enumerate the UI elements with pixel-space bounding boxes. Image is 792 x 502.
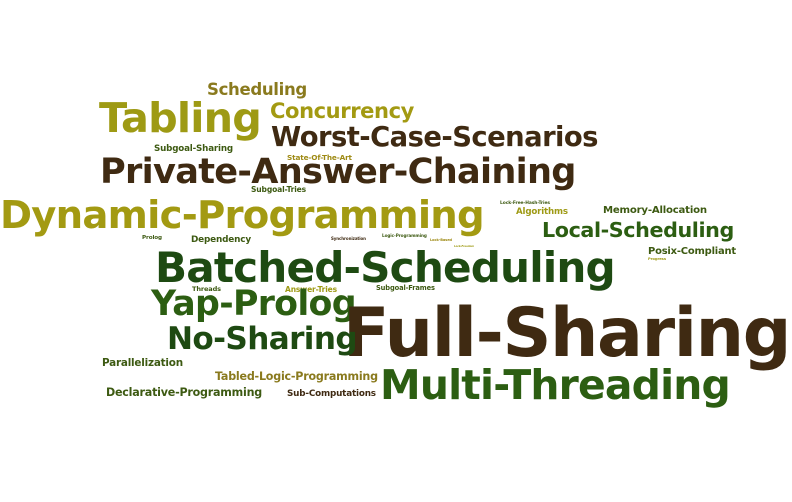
word-state-of-the-art: State-Of-The-Art	[287, 153, 352, 162]
word-progress: Progress	[648, 257, 666, 261]
word-algorithms: Algorithms	[516, 207, 568, 217]
word-logic-programming: Logic-Programming	[382, 233, 427, 238]
word-private-answer-chaining: Private-Answer-Chaining	[100, 151, 576, 192]
word-dependency: Dependency	[191, 235, 251, 245]
word-prolog: Prolog	[142, 235, 162, 241]
word-no-sharing: No-Sharing	[167, 321, 358, 357]
word-parallelization: Parallelization	[102, 357, 183, 369]
word-full-sharing: Full-Sharing	[343, 294, 791, 373]
word-posix-compliant: Posix-Compliant	[648, 246, 736, 257]
word-lock-based: Lock-Based	[430, 238, 452, 242]
word-batched-scheduling: Batched-Scheduling	[155, 243, 616, 292]
word-sub-computations: Sub-Computations	[287, 389, 376, 399]
word-scheduling: Scheduling	[207, 80, 307, 99]
word-concurrency: Concurrency	[270, 98, 414, 123]
word-threads: Threads	[192, 285, 221, 293]
word-subgoal-sharing: Subgoal-Sharing	[154, 144, 233, 154]
word-local-scheduling: Local-Scheduling	[542, 218, 734, 242]
word-subgoal-frames: Subgoal-Frames	[376, 284, 435, 292]
word-subgoal-tries: Subgoal-Tries	[251, 185, 307, 194]
word-synchronization: Synchronization	[331, 236, 366, 241]
word-dynamic-programming: Dynamic-Programming	[0, 193, 485, 238]
word-tabling: Tabling	[99, 94, 262, 142]
word-lock-free-hash-tries: Lock-Free-Hash-Tries	[500, 201, 550, 206]
word-declarative-programming: Declarative-Programming	[106, 386, 263, 399]
word-answer-tries: Answer-Tries	[285, 285, 337, 294]
word-memory-allocation: Memory-Allocation	[603, 205, 707, 216]
word-yap-prolog: Yap-Prolog	[151, 284, 357, 324]
word-tabled-logic-programming: Tabled-Logic-Programming	[215, 370, 378, 383]
word-lock-freedom: Lock-Freedom	[454, 245, 475, 248]
word-worst-case-scenarios: Worst-Case-Scenarios	[271, 122, 598, 153]
word-multi-threading: Multi-Threading	[380, 361, 731, 409]
